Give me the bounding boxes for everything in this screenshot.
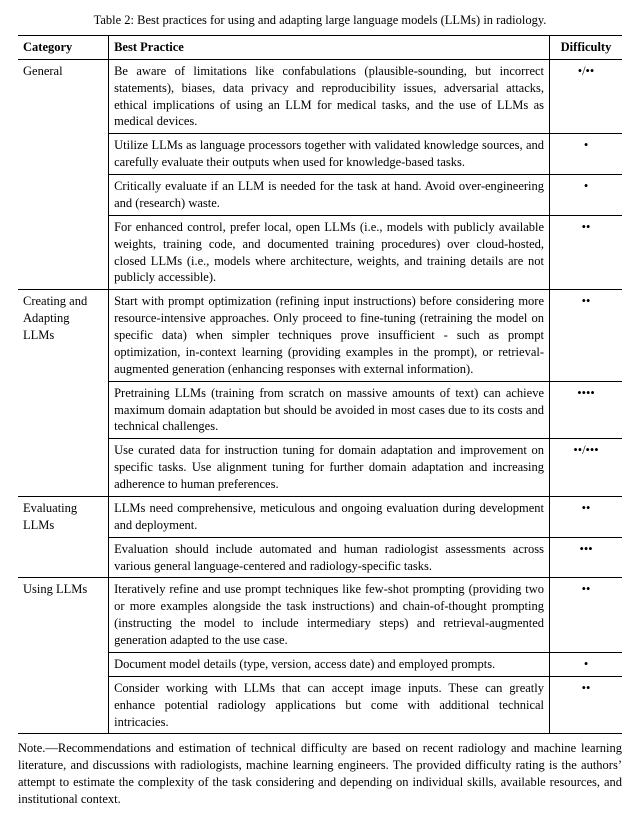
practice-cell: LLMs need comprehensive, meticulous and … [109, 496, 550, 537]
table-row: For enhanced control, prefer local, open… [18, 215, 622, 290]
category-cell: Evaluating LLMs [18, 496, 109, 578]
difficulty-cell: ••• [550, 537, 622, 578]
table-row: Utilize LLMs as language processors toge… [18, 134, 622, 175]
table-row: Use curated data for instruction tuning … [18, 439, 622, 497]
difficulty-cell: • [550, 175, 622, 216]
difficulty-cell: • [550, 134, 622, 175]
practice-cell: Utilize LLMs as language processors toge… [109, 134, 550, 175]
practice-cell: For enhanced control, prefer local, open… [109, 215, 550, 290]
table-row: Document model details (type, version, a… [18, 652, 622, 676]
practice-cell: Critically evaluate if an LLM is needed … [109, 175, 550, 216]
table-row: GeneralBe aware of limitations like conf… [18, 59, 622, 134]
practice-cell: Iteratively refine and use prompt techni… [109, 578, 550, 653]
header-practice: Best Practice [109, 35, 550, 59]
table-row: Creating and Adapting LLMsStart with pro… [18, 290, 622, 381]
difficulty-cell: •• [550, 676, 622, 734]
table-row: Evaluation should include automated and … [18, 537, 622, 578]
difficulty-cell: •• [550, 290, 622, 381]
table-note: Note.—Recommendations and estimation of … [18, 740, 622, 808]
category-cell: Using LLMs [18, 578, 109, 734]
practice-cell: Use curated data for instruction tuning … [109, 439, 550, 497]
category-cell: Creating and Adapting LLMs [18, 290, 109, 497]
table-header-row: Category Best Practice Difficulty [18, 35, 622, 59]
difficulty-cell: • [550, 652, 622, 676]
practice-cell: Start with prompt optimization (refining… [109, 290, 550, 381]
table-row: Evaluating LLMsLLMs need comprehensive, … [18, 496, 622, 537]
practice-cell: Consider working with LLMs that can acce… [109, 676, 550, 734]
table-row: Pretraining LLMs (training from scratch … [18, 381, 622, 439]
practice-cell: Be aware of limitations like confabulati… [109, 59, 550, 134]
difficulty-cell: •• [550, 578, 622, 653]
difficulty-cell: •• [550, 215, 622, 290]
practice-cell: Document model details (type, version, a… [109, 652, 550, 676]
table-row: Critically evaluate if an LLM is needed … [18, 175, 622, 216]
header-category: Category [18, 35, 109, 59]
header-difficulty: Difficulty [550, 35, 622, 59]
difficulty-cell: •/•• [550, 59, 622, 134]
best-practices-table: Category Best Practice Difficulty Genera… [18, 35, 622, 735]
table-row: Using LLMsIteratively refine and use pro… [18, 578, 622, 653]
practice-cell: Pretraining LLMs (training from scratch … [109, 381, 550, 439]
difficulty-cell: ••/••• [550, 439, 622, 497]
table-caption: Table 2: Best practices for using and ad… [18, 12, 622, 29]
category-cell: General [18, 59, 109, 290]
table-row: Consider working with LLMs that can acce… [18, 676, 622, 734]
difficulty-cell: •••• [550, 381, 622, 439]
practice-cell: Evaluation should include automated and … [109, 537, 550, 578]
difficulty-cell: •• [550, 496, 622, 537]
